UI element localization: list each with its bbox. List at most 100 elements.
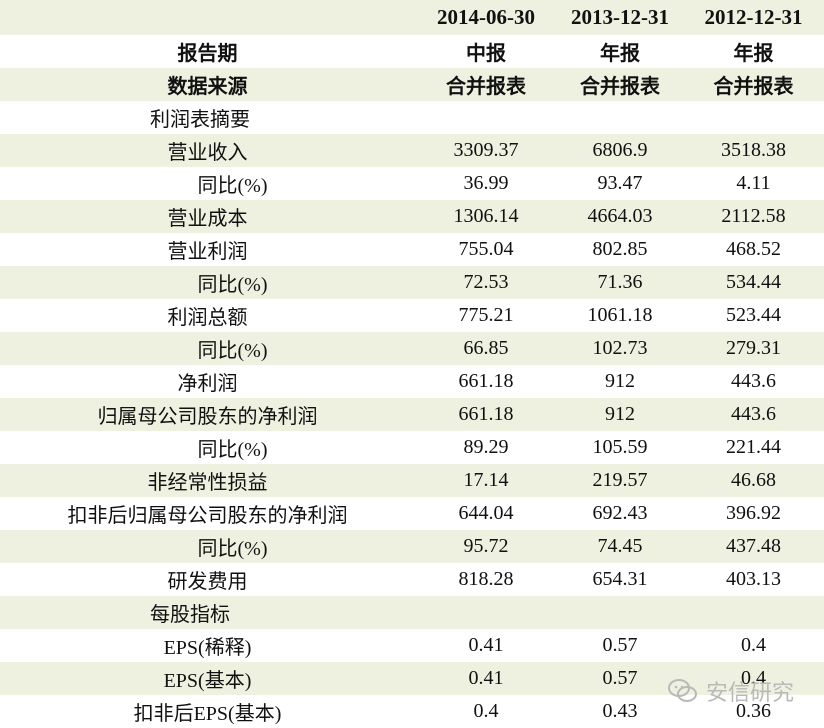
table-header-row: 2014-06-30 2013-12-31 2012-12-31: [0, 0, 824, 35]
table-row: 数据来源 合并报表 合并报表 合并报表: [0, 68, 824, 101]
value-cell: 95.72: [463, 535, 509, 557]
value-cell: 89.29: [463, 436, 509, 458]
value-cell: 403.13: [726, 568, 781, 590]
value-cell: 36.99: [463, 172, 509, 194]
value-cell: 912: [605, 370, 635, 392]
value-cell: 437.48: [726, 535, 781, 557]
row-label: 营业收入: [167, 142, 248, 164]
value-cell: 4.11: [736, 172, 771, 194]
table-row: 营业成本 1306.14 4664.03 2112.58: [0, 200, 824, 233]
value-cell: 0.41: [468, 634, 504, 656]
value-cell: 775.21: [458, 304, 514, 326]
table-body: 报告期 中报 年报 年报 数据来源 合并报表 合并报表 合并报表 利润表摘要 营业收入 3309.3…: [0, 35, 824, 728]
row-label: 同比(%): [197, 175, 268, 197]
row-label: 同比(%): [197, 439, 268, 461]
value-cell: 年报: [733, 43, 774, 65]
value-cell: 46.68: [731, 469, 776, 491]
table-row: 同比(%) 72.53 71.36 534.44: [0, 266, 824, 299]
value-cell: 755.04: [458, 238, 514, 260]
value-cell: 219.57: [592, 469, 648, 491]
watermark-text: 安信研究: [705, 681, 794, 706]
row-label: 扣非后归属母公司股东的净利润: [67, 505, 348, 527]
value-cell: 合并报表: [713, 76, 794, 98]
value-cell: 523.44: [726, 304, 781, 326]
row-label: 扣非后EPS(基本): [133, 703, 282, 725]
value-cell: 3309.37: [453, 139, 519, 161]
value-cell: 2112.58: [721, 205, 786, 227]
table-row: 扣非后归属母公司股东的净利润 644.04 692.43 396.92: [0, 497, 824, 530]
value-cell: 818.28: [458, 568, 514, 590]
row-label: 数据来源: [167, 76, 248, 98]
value-cell: 279.31: [726, 337, 781, 359]
value-cell: 1061.18: [587, 304, 653, 326]
value-cell: 3518.38: [721, 139, 786, 161]
row-label: EPS(稀释): [163, 637, 252, 659]
value-cell: 17.14: [463, 469, 509, 491]
row-label: 营业成本: [167, 208, 248, 230]
value-cell: 66.85: [463, 337, 509, 359]
value-cell: 468.52: [726, 238, 781, 260]
value-cell: 221.44: [726, 436, 781, 458]
row-label: 同比(%): [197, 340, 268, 362]
value-cell: 802.85: [592, 238, 648, 260]
row-label: 营业利润: [167, 241, 248, 263]
value-cell: 93.47: [597, 172, 643, 194]
value-cell: 1306.14: [453, 205, 519, 227]
table-row: 利润总额 775.21 1061.18 523.44: [0, 299, 824, 332]
value-cell: 0.36: [736, 700, 771, 722]
wechat-icon: [667, 679, 697, 702]
watermark: 安信研究: [667, 675, 794, 707]
row-label: 利润表摘要: [150, 109, 250, 131]
value-cell: 72.53: [463, 271, 509, 293]
table-row: 每股指标: [0, 596, 824, 629]
value-cell: 0.43: [602, 700, 638, 722]
table-row: EPS(基本) 0.41 0.57 0.4: [0, 662, 824, 695]
value-cell: 74.45: [597, 535, 643, 557]
row-label: 归属母公司股东的净利润: [97, 406, 318, 428]
row-label: 利润总额: [167, 307, 248, 329]
table-row: 扣非后EPS(基本) 0.4 0.43 0.36: [0, 695, 824, 728]
value-cell: 0.41: [468, 667, 504, 689]
table-row: 营业收入 3309.37 6806.9 3518.38: [0, 134, 824, 167]
value-cell: 0.4: [741, 667, 766, 689]
table-row: 利润表摘要: [0, 101, 824, 134]
value-cell: 661.18: [458, 370, 514, 392]
value-cell: 661.18: [458, 403, 514, 425]
value-cell: 中报: [466, 43, 506, 65]
column-header: 2013-12-31: [571, 5, 669, 29]
value-cell: 0.57: [602, 634, 638, 656]
row-label: 非经常性损益: [147, 472, 268, 494]
value-cell: 71.36: [597, 271, 643, 293]
row-label: 同比(%): [197, 538, 268, 560]
column-header: 2014-06-30: [437, 5, 535, 29]
row-label: 报告期: [177, 43, 238, 65]
row-label: 研发费用: [167, 571, 248, 593]
table-row: 同比(%) 89.29 105.59 221.44: [0, 431, 824, 464]
value-cell: 443.6: [731, 403, 776, 425]
value-cell: 443.6: [731, 370, 776, 392]
row-label: 同比(%): [197, 274, 268, 296]
table-row: 同比(%) 36.99 93.47 4.11: [0, 167, 824, 200]
value-cell: 654.31: [592, 568, 648, 590]
table-row: 归属母公司股东的净利润 661.18 912 443.6: [0, 398, 824, 431]
value-cell: 0.57: [602, 667, 638, 689]
value-cell: 年报: [600, 43, 640, 65]
table-row: 报告期 中报 年报 年报: [0, 35, 824, 68]
value-cell: 105.59: [592, 436, 648, 458]
table-row: 同比(%) 66.85 102.73 279.31: [0, 332, 824, 365]
value-cell: 合并报表: [580, 76, 660, 98]
value-cell: 0.4: [473, 700, 499, 722]
table-row: 研发费用 818.28 654.31 403.13: [0, 563, 824, 596]
table-row: 营业利润 755.04 802.85 468.52: [0, 233, 824, 266]
row-label: EPS(基本): [163, 670, 252, 692]
row-label: 每股指标: [150, 604, 230, 626]
row-label: 净利润: [177, 373, 238, 395]
value-cell: 534.44: [726, 271, 781, 293]
value-cell: 692.43: [592, 502, 648, 524]
table-row: 同比(%) 95.72 74.45 437.48: [0, 530, 824, 563]
value-cell: 4664.03: [587, 205, 653, 227]
value-cell: 0.4: [741, 634, 766, 656]
value-cell: 396.92: [726, 502, 781, 524]
value-cell: 6806.9: [592, 139, 648, 161]
